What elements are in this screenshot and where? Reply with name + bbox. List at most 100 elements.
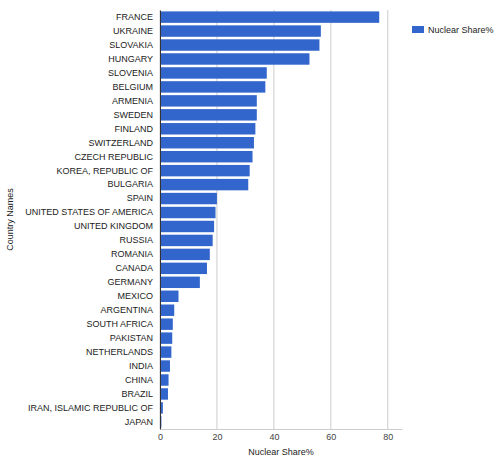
bar — [160, 332, 172, 343]
y-tick-label: NETHERLANDS — [86, 347, 153, 357]
y-tick-label: BULGARIA — [107, 179, 153, 189]
y-tick-label: UNITED KINGDOM — [74, 221, 153, 231]
y-tick-label: FINLAND — [114, 124, 153, 134]
bar — [160, 193, 217, 204]
y-tick-label: PAKISTAN — [110, 333, 153, 343]
plot-area: 0 20 40 60 80 FRANCE UKRAINE SLOVAKIA HUNGARY SLO… — [25, 10, 402, 442]
y-tick: BRAZIL — [121, 389, 153, 399]
bar — [160, 11, 379, 22]
x-tick: 0 — [158, 432, 163, 442]
y-tick: SWEDEN — [113, 110, 153, 120]
x-axis: 0 20 40 60 80 — [158, 430, 403, 443]
y-tick: SLOVAKIA — [109, 40, 153, 50]
bar — [160, 165, 250, 176]
y-tick-label: SLOVENIA — [108, 68, 153, 78]
y-axis: FRANCE UKRAINE SLOVAKIA HUNGARY SLOVENIA BELG… — [25, 11, 160, 430]
y-tick-label: ROMANIA — [111, 249, 153, 259]
y-tick-label: SPAIN — [127, 193, 153, 203]
x-tick: 80 — [383, 432, 393, 442]
bar — [160, 388, 168, 399]
bar — [160, 318, 173, 329]
bar — [160, 53, 309, 64]
x-tick: 60 — [326, 432, 336, 442]
y-tick: SPAIN — [127, 193, 153, 203]
y-tick-label: UNITED STATES OF AMERICA — [25, 207, 153, 217]
y-axis-title: Country Names — [5, 188, 15, 251]
bar — [160, 81, 265, 92]
bar — [160, 207, 216, 218]
grid — [160, 10, 388, 429]
y-tick: UNITED STATES OF AMERICA — [25, 207, 153, 217]
y-tick: GERMANY — [107, 277, 153, 287]
y-tick: IRAN, ISLAMIC REPUBLIC OF — [28, 403, 154, 413]
bar — [160, 360, 170, 371]
y-tick: FRANCE — [116, 12, 153, 22]
x-tick-label: 40 — [269, 432, 279, 442]
y-tick: CANADA — [115, 263, 153, 273]
y-tick-label: RUSSIA — [119, 235, 153, 245]
y-tick-label: CANADA — [115, 263, 153, 273]
bar — [160, 374, 169, 385]
y-tick-label: CZECH REPUBLIC — [74, 152, 153, 162]
bar — [160, 221, 214, 232]
bar — [160, 291, 179, 302]
x-axis-title: Nuclear Share% — [248, 447, 314, 457]
bar — [160, 25, 321, 36]
bars — [160, 11, 379, 427]
bar — [160, 305, 174, 316]
y-tick: UNITED KINGDOM — [74, 221, 153, 231]
y-tick-label: INDIA — [129, 361, 153, 371]
x-tick: 40 — [269, 432, 279, 442]
bar — [160, 39, 319, 50]
y-axis-line — [160, 11, 161, 430]
y-tick-label: IRAN, ISLAMIC REPUBLIC OF — [28, 403, 154, 413]
bar — [160, 249, 210, 260]
y-tick-label: MEXICO — [117, 291, 153, 301]
bar — [160, 109, 257, 120]
bar — [160, 95, 257, 106]
y-tick-label: SWEDEN — [113, 110, 153, 120]
x-tick-label: 60 — [326, 432, 336, 442]
x-tick: 20 — [212, 432, 222, 442]
x-tick-label: 80 — [383, 432, 393, 442]
y-tick: CZECH REPUBLIC — [74, 152, 153, 162]
y-tick-label: GERMANY — [107, 277, 153, 287]
y-tick: MEXICO — [117, 291, 153, 301]
grid-line — [273, 10, 274, 429]
y-tick: BULGARIA — [107, 179, 153, 189]
y-tick-label: BRAZIL — [121, 389, 153, 399]
legend-swatch — [412, 26, 424, 33]
bar — [160, 277, 200, 288]
bar — [160, 263, 207, 274]
grid-line — [160, 10, 161, 429]
grid-line — [330, 10, 331, 429]
y-tick: INDIA — [129, 361, 153, 371]
y-tick: ARGENTINA — [100, 305, 153, 315]
bar — [160, 137, 254, 148]
bar — [160, 346, 171, 357]
y-tick-label: KOREA, REPUBLIC OF — [56, 166, 153, 176]
y-tick: ROMANIA — [111, 249, 153, 259]
y-tick-label: SLOVAKIA — [109, 40, 153, 50]
y-tick: UKRAINE — [113, 26, 153, 36]
bar — [160, 67, 267, 78]
y-tick-label: ARMENIA — [112, 96, 153, 106]
y-tick-label: CHINA — [125, 375, 153, 385]
bar — [160, 179, 248, 190]
y-tick: KOREA, REPUBLIC OF — [56, 166, 153, 176]
bar — [160, 151, 253, 162]
y-tick: HUNGARY — [108, 54, 153, 64]
bar — [160, 235, 213, 246]
y-tick: SWITZERLAND — [88, 138, 153, 148]
y-tick-label: FRANCE — [116, 12, 153, 22]
y-tick-label: JAPAN — [125, 417, 153, 427]
bar — [160, 123, 255, 134]
y-tick: SLOVENIA — [108, 68, 153, 78]
y-tick: SOUTH AFRICA — [86, 319, 153, 329]
y-tick: JAPAN — [125, 417, 153, 427]
y-tick-label: BELGIUM — [112, 82, 153, 92]
chart: 0 20 40 60 80 FRANCE UKRAINE SLOVAKIA HUNGARY SLO… — [0, 0, 500, 459]
x-axis-line — [161, 429, 403, 430]
y-tick: NETHERLANDS — [86, 347, 153, 357]
legend-label: Nuclear Share% — [428, 25, 494, 35]
